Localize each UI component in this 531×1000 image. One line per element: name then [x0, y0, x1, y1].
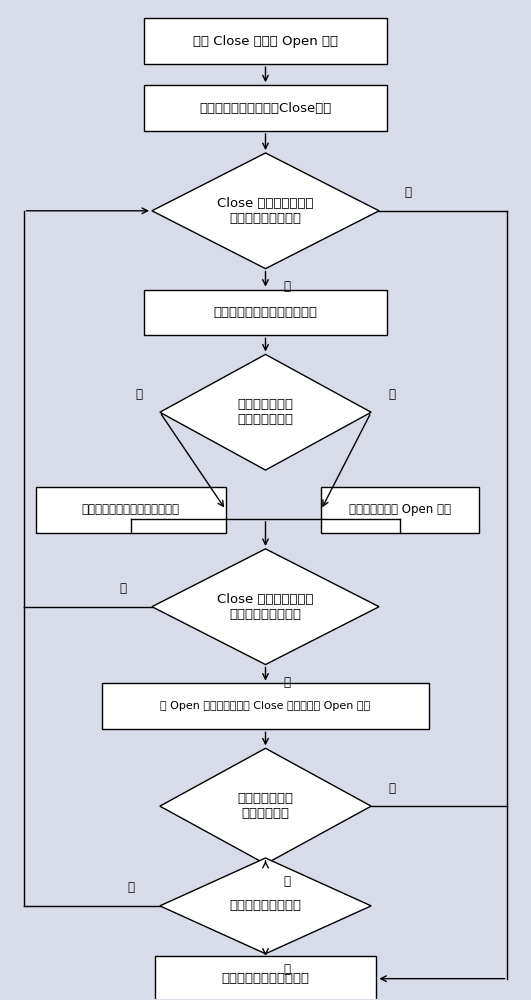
Text: 是: 是: [119, 582, 126, 595]
Text: 否: 否: [283, 875, 290, 888]
Text: 否: 否: [283, 676, 290, 689]
Text: 是: 是: [283, 280, 290, 293]
FancyBboxPatch shape: [144, 85, 387, 131]
Text: 将机器人起始节点放入Close集合: 将机器人起始节点放入Close集合: [199, 102, 332, 115]
FancyBboxPatch shape: [321, 487, 479, 533]
Text: 否: 否: [389, 388, 396, 401]
Text: 输出所有目标路径的集合: 输出所有目标路径的集合: [221, 972, 310, 985]
Text: 将 Open 集合的路径放入 Close 集合，清空 Open 集合: 将 Open 集合的路径放入 Close 集合，清空 Open 集合: [160, 701, 371, 711]
Text: 建立 Close 集合和 Open 集合: 建立 Close 集合和 Open 集合: [193, 35, 338, 48]
FancyBboxPatch shape: [144, 18, 387, 64]
Polygon shape: [160, 858, 371, 954]
FancyBboxPatch shape: [36, 487, 226, 533]
Text: 是: 是: [135, 388, 142, 401]
FancyBboxPatch shape: [144, 290, 387, 335]
Text: 路径扩展，并标记路径或节点: 路径扩展，并标记路径或节点: [213, 306, 318, 319]
Text: 否: 否: [127, 881, 134, 894]
FancyBboxPatch shape: [155, 956, 376, 1000]
FancyBboxPatch shape: [102, 683, 429, 729]
Text: 是: 是: [389, 782, 396, 795]
Text: Close 集合中是否有未
标记的路径或节点？: Close 集合中是否有未 标记的路径或节点？: [217, 197, 314, 225]
Text: 将扩展路径放入 Open 集合: 将扩展路径放入 Open 集合: [349, 503, 451, 516]
Text: Close 集合中是否有未
标记的路径或节点？: Close 集合中是否有未 标记的路径或节点？: [217, 593, 314, 621]
Polygon shape: [160, 748, 371, 864]
Text: 扩展后路径是否
到达目标终点？: 扩展后路径是否 到达目标终点？: [237, 398, 294, 426]
Polygon shape: [160, 354, 371, 470]
Text: 目标路径是否达
到预定数量？: 目标路径是否达 到预定数量？: [237, 792, 294, 820]
Text: 是否达到搜索限制？: 是否达到搜索限制？: [229, 899, 302, 912]
Text: 是: 是: [283, 963, 290, 976]
Text: 否: 否: [405, 186, 412, 199]
Polygon shape: [152, 549, 379, 665]
Polygon shape: [152, 153, 379, 269]
Text: 保存扩展路径作为一条目标路径: 保存扩展路径作为一条目标路径: [82, 503, 180, 516]
